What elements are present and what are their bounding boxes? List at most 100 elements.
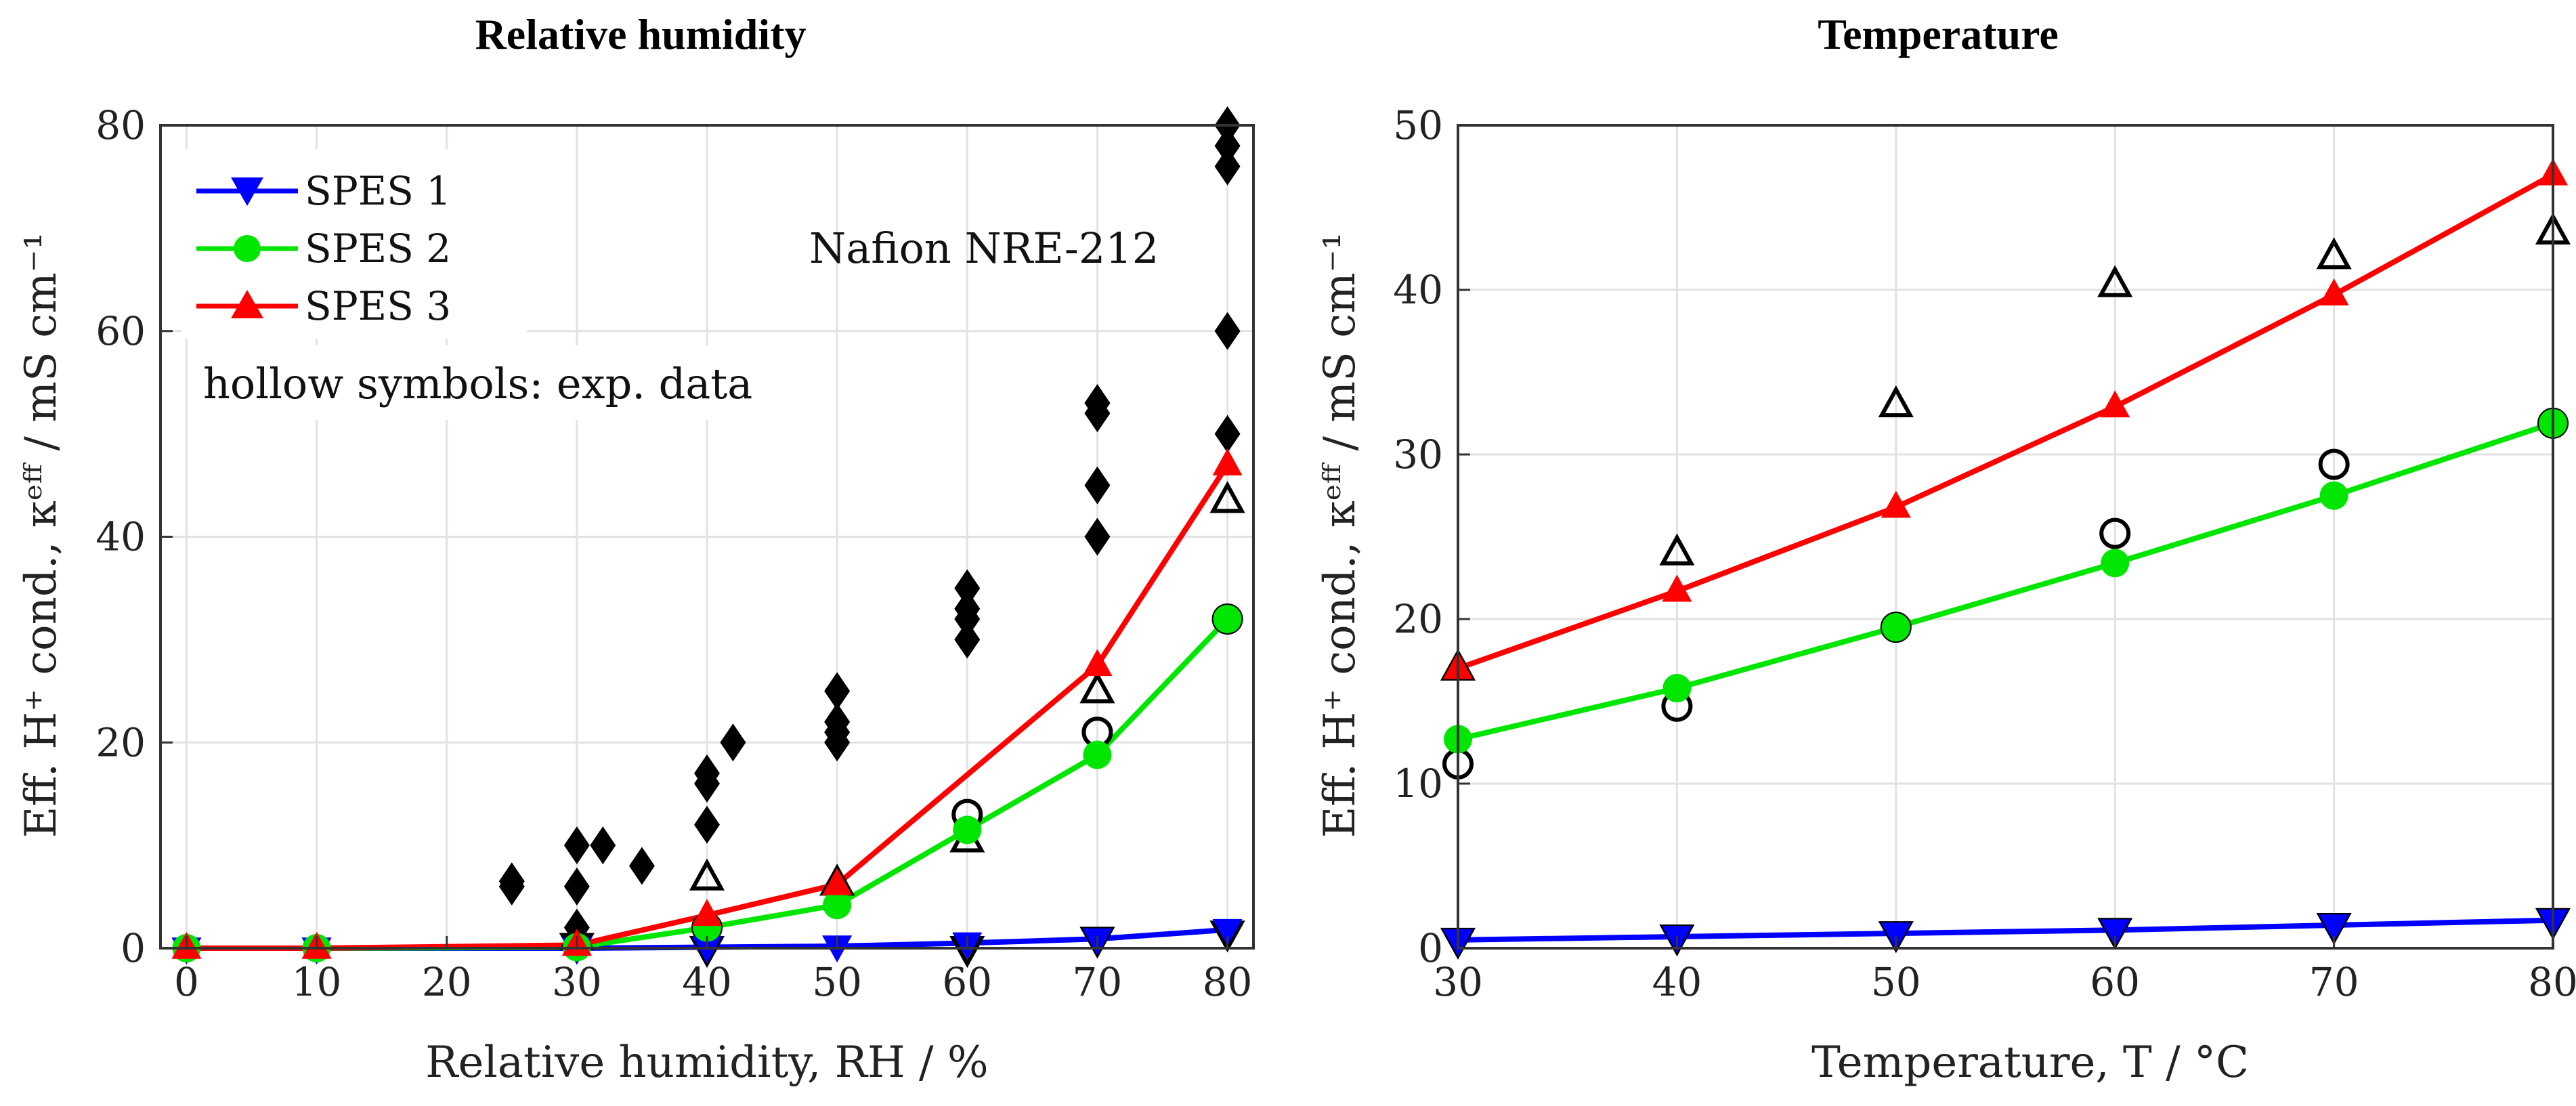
nafion-point (694, 754, 720, 792)
temperature-spes3-point (1881, 490, 1911, 518)
humidity-spes3-point (1212, 448, 1243, 475)
humidity-x-tick-label: 40 (682, 959, 732, 1005)
temperature-plot-frame (1457, 124, 2554, 950)
humidity-panel: Relative humidity 0 10 20 30 40 50 60 70 80 0 20 40… (16, 10, 1255, 1088)
nafion-point (1214, 414, 1241, 453)
humidity-spes3-exp-point (1079, 671, 1115, 704)
humidity-x-tick-label: 20 (422, 959, 472, 1005)
humidity-spes2-point (1083, 740, 1112, 769)
humidity-spes1-point (1212, 918, 1243, 946)
legend: SPES 1 SPES 2 SPES 3 (181, 149, 527, 339)
temperature-x-tick-label: 40 (1652, 959, 1702, 1005)
humidity-spes2-point (953, 815, 982, 845)
humidity-x-tick-label: 10 (292, 959, 342, 1005)
temperature-x-tick-label: 80 (2528, 959, 2576, 1005)
nafion-label: Nafion NRE-212 (809, 224, 1159, 273)
humidity-spes1-point (691, 936, 723, 964)
hollow-symbols-note: hollow symbols: exp. data (203, 359, 752, 408)
humidity-x-tick-label: 80 (1203, 959, 1253, 1005)
nafion-point (954, 589, 981, 628)
nafion-point (954, 569, 981, 608)
temperature-series-lines (1457, 172, 2554, 943)
humidity-x-tick-label: 0 (174, 959, 199, 1005)
humidity-spes2-point (1213, 605, 1242, 633)
temperature-x-tick-label: 70 (2309, 959, 2359, 1005)
humidity-tick-labels: 0 10 20 30 40 50 60 70 80 0 20 40 60 80 (95, 102, 1252, 1005)
temperature-spes3-exp-point (1878, 385, 1914, 418)
humidity-panel-title: Relative humidity (475, 10, 807, 58)
legend-label-spes1: SPES 1 (305, 168, 451, 214)
legend-entry-spes3: SPES 3 (196, 283, 451, 329)
temperature-spes2-exp-point (2318, 448, 2350, 480)
temperature-panel: Temperature 30 40 50 60 70 80 0 10 20 30 40 50 Temp… (1315, 10, 2576, 1088)
humidity-y-tick-label: 80 (95, 102, 146, 148)
nafion-point (720, 723, 746, 762)
temperature-x-tick-label: 60 (2090, 959, 2140, 1005)
temperature-spes2-exp-point (2099, 517, 2131, 549)
temperature-spes3-exp-point (1659, 533, 1695, 566)
nafion-point (954, 620, 981, 659)
nafion-point (1084, 517, 1111, 556)
legend-label-spes3: SPES 3 (305, 283, 451, 329)
humidity-spes3-exp-point (689, 858, 725, 891)
humidity-markers (171, 106, 1245, 969)
temperature-y-tick-label: 50 (1393, 102, 1443, 148)
humidity-x-tick-label: 70 (1073, 959, 1123, 1005)
temperature-spes3-exp-point (2097, 265, 2133, 297)
humidity-y-tick-label: 0 (121, 925, 146, 971)
legend-marker-spes2 (234, 235, 261, 262)
temperature-spes3-point (2100, 390, 2130, 418)
temperature-y-axis-label: Eff. H⁺ cond., κᵉᶠᶠ / mS cm⁻¹ (1315, 232, 1365, 838)
humidity-x-tick-label: 60 (942, 959, 992, 1005)
temperature-tick-labels: 30 40 50 60 70 80 0 10 20 30 40 50 (1393, 102, 2576, 1005)
humidity-spes3-exp-point (1209, 481, 1245, 513)
nafion-point (1084, 466, 1111, 505)
humidity-spes3-point (1082, 649, 1113, 677)
humidity-spes2-point (823, 891, 852, 920)
nafion-point (1214, 127, 1241, 165)
nafion-point (824, 713, 851, 752)
humidity-y-axis-label: Eff. H⁺ cond., κᵉᶠᶠ / mS cm⁻¹ (16, 232, 66, 838)
temperature-x-tick-label: 30 (1433, 959, 1483, 1005)
temperature-x-axis-label: Temperature, T / °C (1811, 1038, 2249, 1088)
legend-marker-spes1 (231, 177, 263, 206)
temperature-spes2-point (2319, 481, 2348, 510)
temperature-spes3-point (1662, 574, 1692, 602)
humidity-x-tick-label: 30 (552, 959, 602, 1005)
temperature-y-tick-label: 0 (1418, 925, 1443, 971)
nafion-point (1214, 147, 1241, 186)
nafion-point (563, 867, 590, 906)
nafion-point (694, 805, 720, 844)
nafion-point (498, 862, 525, 901)
temperature-y-tick-label: 30 (1393, 431, 1443, 477)
temperature-y-tick-label: 20 (1393, 596, 1443, 642)
temperature-spes2-point (1662, 674, 1692, 703)
humidity-spes3-point (691, 899, 723, 927)
humidity-spes3-point (822, 868, 853, 895)
temperature-spes2-point (2101, 549, 2130, 578)
nafion-point (824, 672, 851, 710)
temperature-spes2-point (1881, 613, 1910, 642)
humidity-x-axis-label: Relative humidity, RH / % (425, 1038, 988, 1088)
temperature-y-tick-label: 40 (1393, 267, 1443, 313)
humidity-x-tick-label: 50 (812, 959, 862, 1005)
temperature-spes3-point (2319, 278, 2349, 306)
humidity-y-tick-label: 40 (95, 514, 146, 560)
humidity-y-tick-label: 20 (95, 719, 146, 765)
nafion-point (563, 826, 590, 865)
temperature-x-tick-label: 50 (1871, 959, 1921, 1005)
temperature-spes1-point (2319, 914, 2349, 942)
temperature-spes1-line (1457, 917, 2554, 943)
nafion-point (590, 826, 616, 865)
hollow-note-box (193, 345, 830, 420)
nafion-point (1084, 384, 1111, 423)
temperature-y-tick-label: 10 (1393, 761, 1443, 807)
temperature-panel-title: Temperature (1818, 10, 2059, 58)
temperature-spes3-line (1457, 172, 2554, 671)
humidity-y-tick-label: 60 (95, 308, 146, 354)
legend-entry-spes1: SPES 1 (196, 168, 451, 214)
nafion-point (628, 847, 655, 885)
temperature-spes2-line (1457, 421, 2554, 742)
legend-label-spes2: SPES 2 (305, 226, 451, 272)
